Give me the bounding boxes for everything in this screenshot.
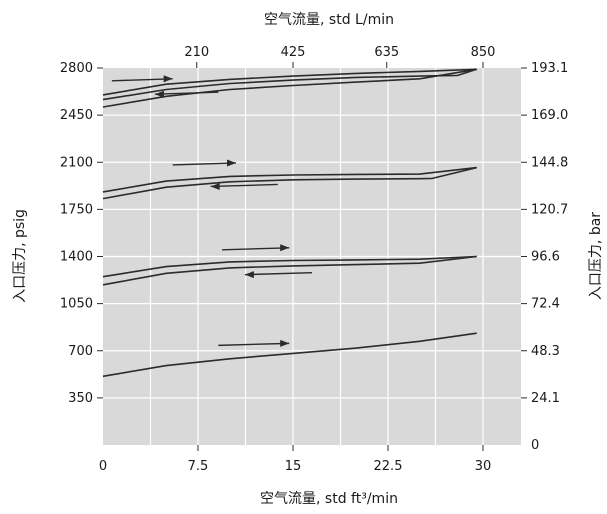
arrow-shaft xyxy=(244,271,313,276)
y-axis-title: 入口压力, psig xyxy=(12,209,28,303)
flow-arrow-right xyxy=(172,159,237,167)
arrow-head xyxy=(210,182,220,190)
x-axis-title: 空气流量, std ft³/min xyxy=(260,491,398,507)
flow-arrow-right xyxy=(218,339,290,347)
x2-tick-label: 850 xyxy=(471,45,496,60)
x-tick-label: 15 xyxy=(285,459,302,474)
y-tick-label: 2450 xyxy=(60,108,93,123)
grid-lines xyxy=(103,68,521,445)
y2-tick-label: 48.3 xyxy=(531,344,560,359)
flow-arrow-left xyxy=(154,90,219,98)
series-line xyxy=(102,166,477,200)
flow-arrow-right xyxy=(222,244,290,252)
y-tick-label: 1050 xyxy=(60,297,93,312)
x-tick-label: 0 xyxy=(99,459,107,474)
series-line xyxy=(102,255,477,286)
x2-tick-label: 425 xyxy=(281,45,306,60)
y2-tick-label: 144.8 xyxy=(531,155,568,170)
y-tick-label: 1400 xyxy=(60,250,93,265)
y-tick-label: 2800 xyxy=(60,61,93,76)
y-tick-label: 350 xyxy=(68,391,93,406)
series-line xyxy=(102,68,477,96)
arrow-shaft xyxy=(222,247,290,251)
y2-tick-label: 72.4 xyxy=(531,297,560,312)
arrow-shaft xyxy=(218,342,290,347)
x-tick-label: 30 xyxy=(475,459,492,474)
arrow-head xyxy=(227,159,236,167)
series-line xyxy=(102,332,477,378)
series-line xyxy=(102,68,477,101)
x2-tick-label: 210 xyxy=(184,45,209,60)
y2-tick-label: 169.0 xyxy=(531,108,568,123)
y2-axis-title: 入口压力, bar xyxy=(588,212,604,300)
arrow-head xyxy=(280,244,290,252)
x-tick-label: 22.5 xyxy=(374,459,403,474)
series-line xyxy=(102,68,477,108)
series-layer xyxy=(102,68,477,378)
flow-arrow-left xyxy=(210,182,278,190)
x2-axis-title: 空气流量, std L/min xyxy=(264,12,394,28)
flow-arrow-right xyxy=(111,75,173,83)
y2-tick-label: 96.6 xyxy=(531,250,560,265)
arrow-head xyxy=(244,271,254,279)
y2-tick-label: 193.1 xyxy=(531,61,568,76)
series-line xyxy=(102,166,477,193)
arrow-head xyxy=(163,75,173,83)
arrow-head xyxy=(154,90,164,98)
x-tick-label: 7.5 xyxy=(188,459,209,474)
arrow-head xyxy=(280,339,290,347)
arrow-shaft xyxy=(172,162,237,166)
tick-layer: 350700105014001750210024502800024.148.37… xyxy=(60,45,568,474)
y-tick-label: 700 xyxy=(68,344,93,359)
y-tick-label: 2100 xyxy=(60,155,93,170)
y2-tick-label: 0 xyxy=(531,438,539,453)
arrow-shaft xyxy=(154,91,219,95)
flow-arrow-left xyxy=(244,271,313,279)
series-line xyxy=(102,255,477,278)
y-tick-label: 1750 xyxy=(60,202,93,217)
arrow-shaft xyxy=(210,183,278,188)
y2-tick-label: 24.1 xyxy=(531,391,560,406)
x2-tick-label: 635 xyxy=(374,45,399,60)
y2-tick-label: 120.7 xyxy=(531,202,568,217)
arrow-shaft xyxy=(111,78,173,82)
arrow-layer xyxy=(111,75,313,347)
